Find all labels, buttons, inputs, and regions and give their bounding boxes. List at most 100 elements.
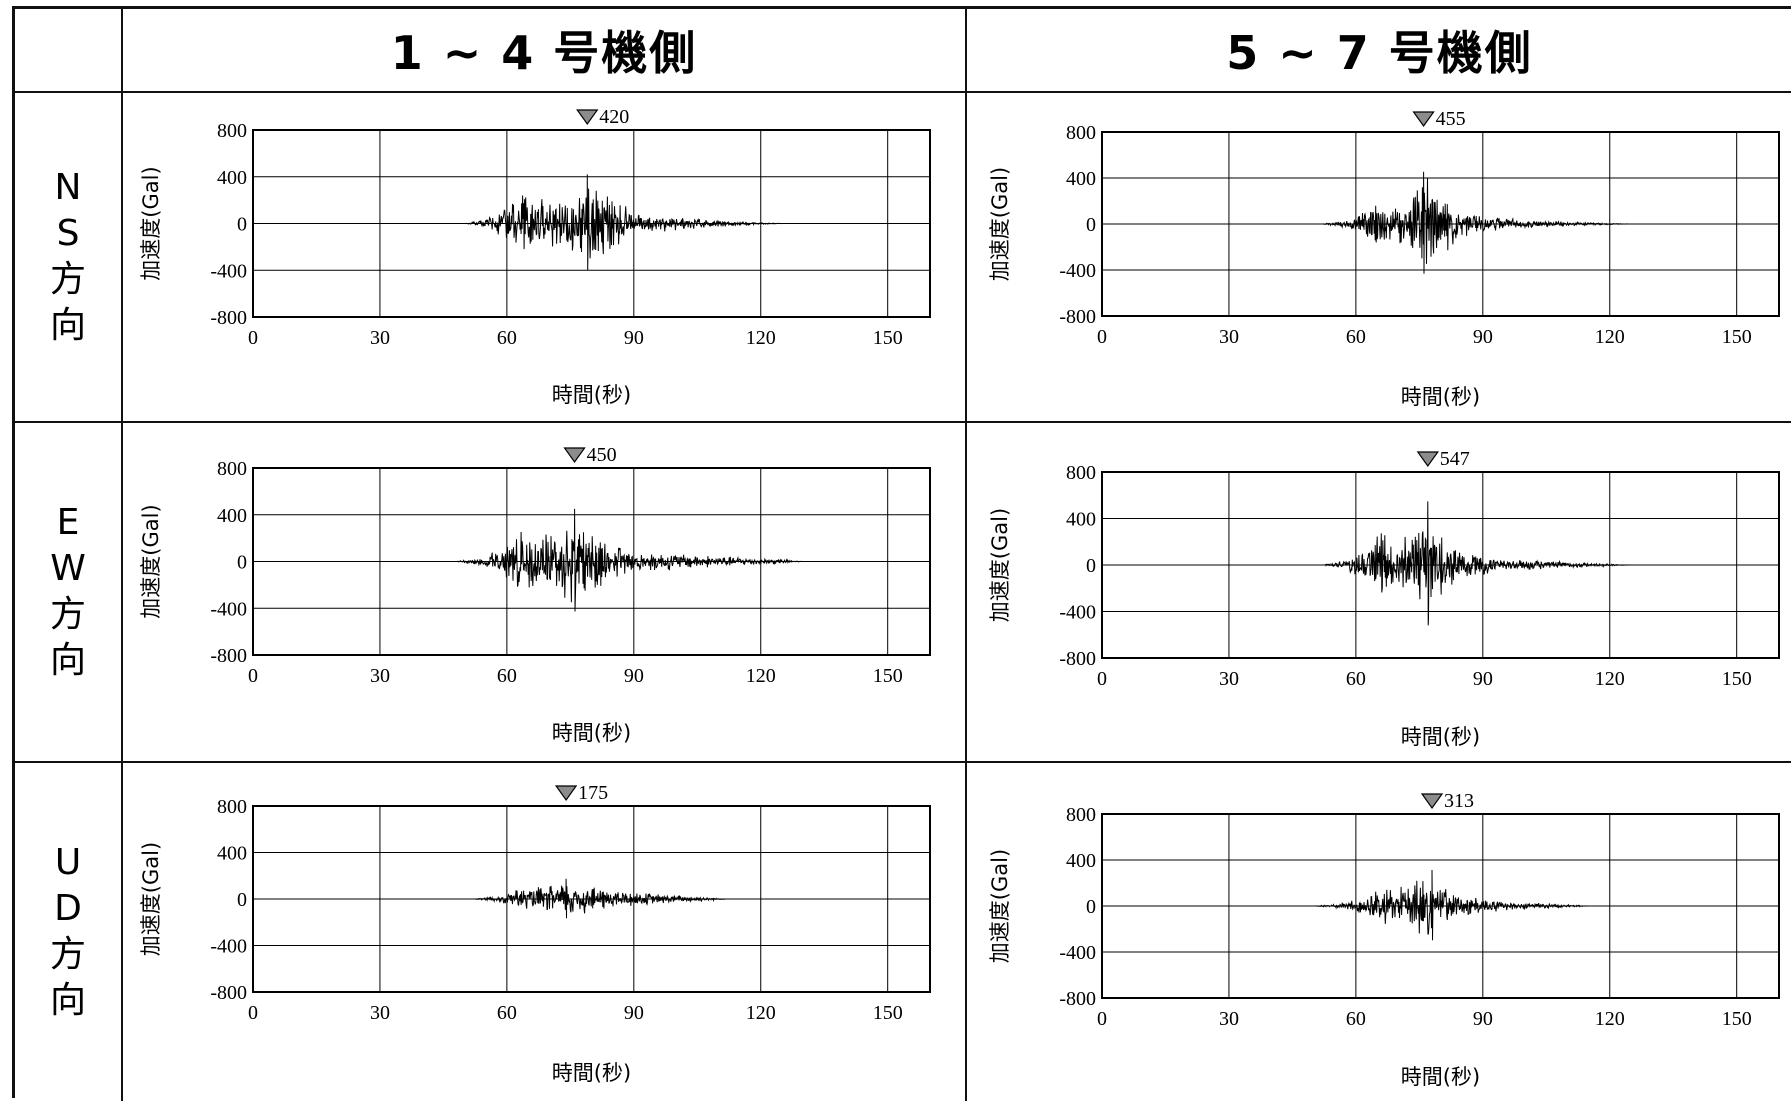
x-tick-label: 30 (370, 665, 390, 687)
chart-cell-ew-2 (967, 423, 1791, 763)
waveform-series (1102, 869, 1779, 941)
x-tick-label: 60 (497, 665, 517, 687)
peak-value-label: 547 (1440, 448, 1470, 470)
x-tick-label: 90 (1473, 326, 1493, 348)
y-tick-label: 800 (1066, 122, 1096, 144)
x-tick-label: 0 (1097, 1008, 1107, 1030)
x-tick-label: 120 (746, 665, 776, 687)
y-tick-label: 400 (1066, 168, 1096, 190)
column-title-1: 1 ~ 4 号機側 (123, 9, 967, 93)
x-tick-label: 30 (370, 1002, 390, 1024)
x-tick-label: 150 (1722, 668, 1752, 690)
y-tick-label: -800 (210, 645, 247, 667)
row-label-ud: U D 方 向 (15, 763, 123, 1101)
row-label-char: 向 (49, 640, 86, 681)
x-axis-title: 時間(秒) (552, 1061, 631, 1085)
x-tick-label: 30 (1219, 1008, 1239, 1030)
x-axis-title: 時間(秒) (1401, 385, 1480, 409)
chart-cell-ud-2 (967, 763, 1791, 1101)
plot-frame (1101, 471, 1780, 659)
y-tick-label: -800 (210, 307, 247, 329)
plot-frame (1101, 131, 1780, 317)
corner-cell (15, 9, 123, 93)
x-tick-label: 150 (873, 665, 903, 687)
row-label-char: D (54, 888, 82, 929)
y-tick-label: 400 (217, 167, 247, 189)
row-label-char: W (50, 548, 86, 589)
y-tick-label: -400 (1059, 260, 1096, 282)
peak-marker-icon (1420, 793, 1444, 810)
y-axis-title: 加速度(Gal) (139, 842, 163, 956)
x-tick-label: 150 (873, 327, 903, 349)
x-tick-label: 0 (248, 665, 258, 687)
y-tick-label: 400 (217, 843, 247, 865)
waveform-series (1102, 501, 1779, 626)
row-label-char: 方 (49, 934, 86, 975)
x-tick-label: 60 (497, 1002, 517, 1024)
waveform-series (253, 878, 930, 919)
peak-value-label: 450 (587, 444, 617, 466)
row-label-char: S (56, 213, 80, 254)
waveform-series (253, 508, 930, 612)
chart-cell-ns-2 (967, 93, 1791, 423)
plot-frame (252, 129, 931, 318)
y-tick-label: -400 (210, 598, 247, 620)
y-tick-label: -800 (1059, 306, 1096, 328)
x-tick-label: 60 (1346, 1008, 1366, 1030)
y-tick-label: -800 (210, 982, 247, 1004)
row-label-char: 方 (49, 594, 86, 635)
plot-frame (252, 805, 931, 993)
y-tick-label: 400 (1066, 850, 1096, 872)
x-tick-label: 60 (1346, 668, 1366, 690)
plot-frame (252, 467, 931, 656)
x-tick-label: 0 (1097, 326, 1107, 348)
x-tick-label: 120 (1595, 668, 1625, 690)
y-tick-label: 0 (237, 552, 247, 574)
y-tick-label: -400 (1059, 942, 1096, 964)
chart-cell-ns-1 (123, 93, 967, 423)
x-tick-label: 30 (1219, 668, 1239, 690)
row-label-ew: E W 方 向 (15, 423, 123, 763)
x-tick-label: 0 (1097, 668, 1107, 690)
y-tick-label: 800 (1066, 804, 1096, 826)
peak-marker-icon (554, 785, 578, 802)
x-tick-label: 90 (1473, 1008, 1493, 1030)
y-axis-title: 加速度(Gal) (988, 167, 1012, 281)
row-label-char: 方 (49, 259, 86, 300)
plot-frame (1101, 813, 1780, 999)
waveform-series (1102, 171, 1779, 274)
row-label-char: 向 (49, 980, 86, 1021)
row-label-ns: N S 方 向 (15, 93, 123, 423)
x-axis-title: 時間(秒) (1401, 1065, 1480, 1089)
y-tick-label: 0 (1086, 896, 1096, 918)
y-tick-label: 0 (237, 889, 247, 911)
y-tick-label: -400 (1059, 602, 1096, 624)
x-tick-label: 90 (624, 327, 644, 349)
x-tick-label: 150 (1722, 326, 1752, 348)
x-axis-title: 時間(秒) (1401, 725, 1480, 749)
x-tick-label: 120 (746, 327, 776, 349)
y-tick-label: 800 (217, 120, 247, 142)
x-tick-label: 120 (1595, 326, 1625, 348)
peak-value-label: 175 (578, 782, 608, 804)
figure-table: 1 ~ 4 号機側 5 ~ 7 号機側 N S 方 向 E W 方 向 U D … (12, 6, 1791, 1101)
peak-marker-icon (1416, 451, 1439, 468)
row-label-char: E (56, 502, 80, 543)
peak-value-label: 455 (1436, 108, 1466, 130)
column-title-2: 5 ~ 7 号機側 (967, 9, 1791, 93)
y-axis-title: 加速度(Gal) (988, 849, 1012, 963)
x-tick-label: 120 (746, 1002, 776, 1024)
chart-cell-ew-1 (123, 423, 967, 763)
x-tick-label: 150 (1722, 1008, 1752, 1030)
y-tick-label: 800 (217, 796, 247, 818)
y-tick-label: -800 (1059, 988, 1096, 1010)
x-tick-label: 90 (624, 1002, 644, 1024)
x-tick-label: 150 (873, 1002, 903, 1024)
y-axis-title: 加速度(Gal) (139, 166, 163, 280)
y-axis-title: 加速度(Gal) (988, 508, 1012, 622)
x-axis-title: 時間(秒) (552, 721, 631, 745)
waveform-series (253, 174, 930, 271)
x-tick-label: 30 (370, 327, 390, 349)
y-tick-label: 800 (217, 458, 247, 480)
